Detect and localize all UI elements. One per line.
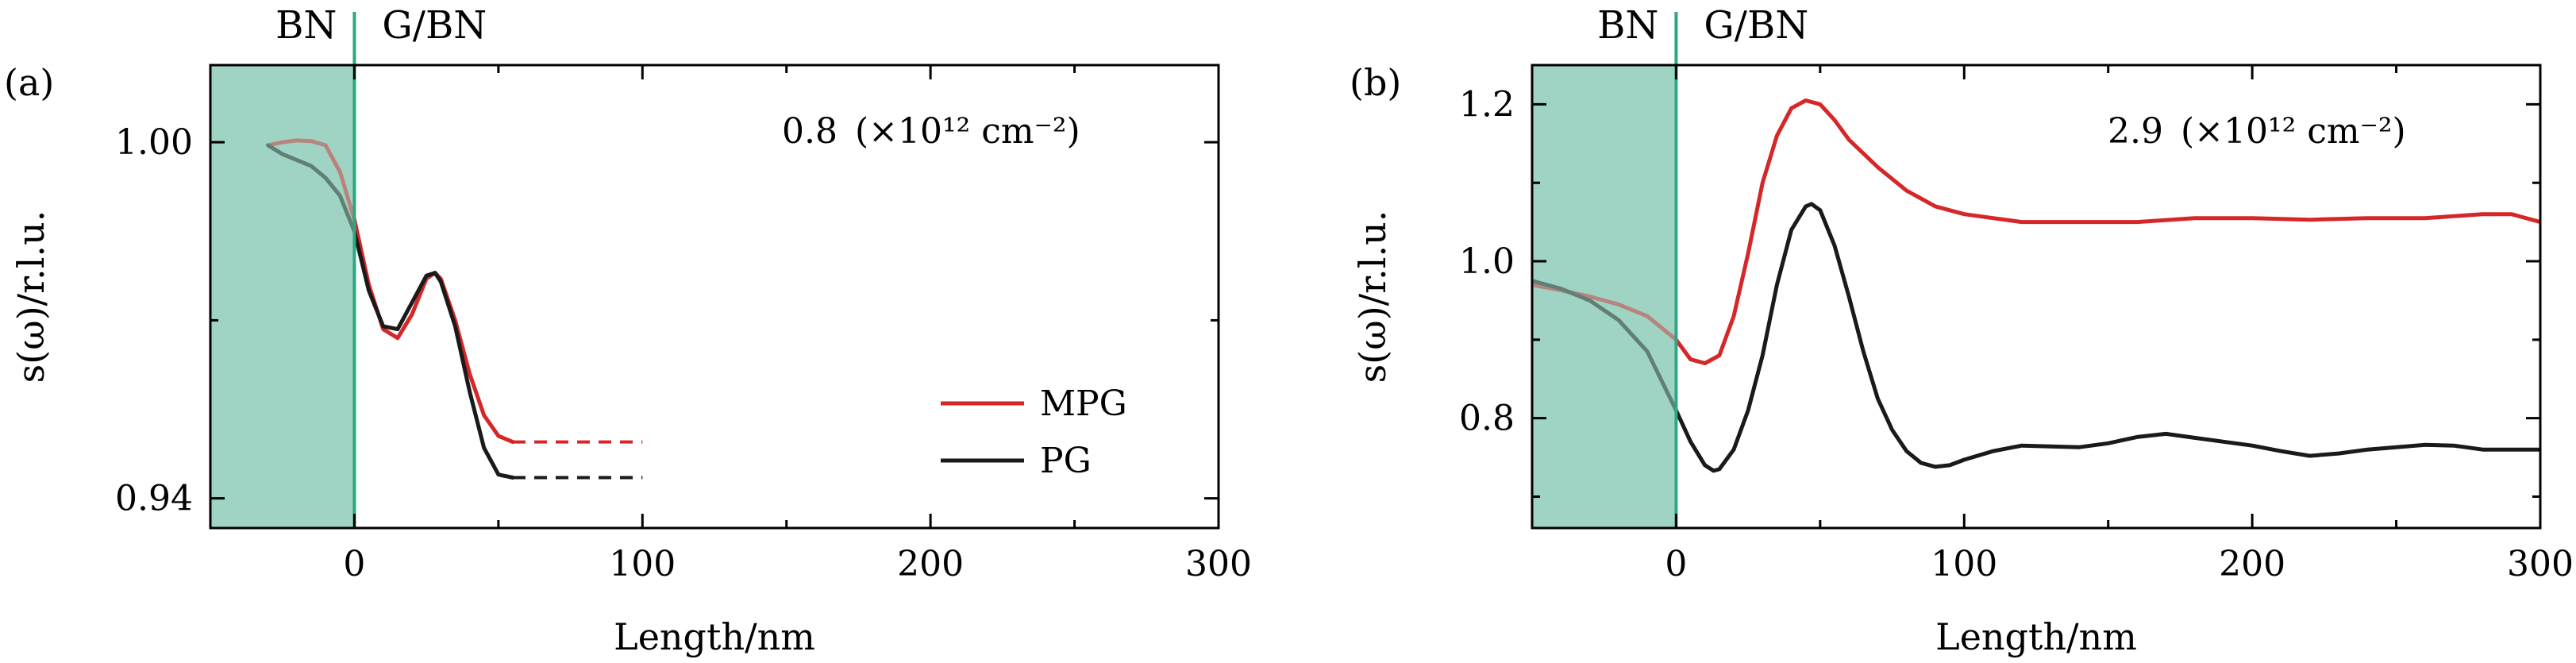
y-tick-label: 0.94: [115, 479, 193, 519]
x-tick-label: 300: [1185, 544, 1252, 584]
panel-b: BN G/BN 0 100 200 300 0.8 1.0 1.2 Length/nm s(ω)/r…: [1350, 3, 2574, 658]
x-tick-label: 100: [609, 544, 676, 584]
density-value: 2.9: [2108, 111, 2163, 152]
panel-label: (b): [1350, 61, 1401, 104]
panel-a: BN G/BN 0 100 200 300 0.94 1.00 Length/nm s(ω)/r.…: [4, 3, 1252, 658]
y-tick-label: 0.8: [1459, 399, 1515, 439]
plot-frame: [1531, 64, 2542, 530]
plot-area: [1532, 98, 2540, 473]
region-label-bn: BN: [275, 3, 337, 48]
density-value: 0.8: [782, 111, 837, 152]
y-tick-label: 1.0: [1459, 241, 1515, 282]
x-tick-label: 300: [2507, 544, 2574, 584]
legend-label-pg: PG: [1040, 441, 1092, 481]
density-annotation: 0.8 (×10¹² cm⁻²): [782, 111, 1080, 152]
legend-label-mpg: MPG: [1040, 384, 1127, 424]
x-axis-title: Length/nm: [614, 615, 815, 658]
x-tick-label: 200: [2219, 544, 2285, 584]
bn-region-overlay: [1532, 65, 1677, 528]
region-label-bn: BN: [1597, 3, 1658, 48]
x-tick-label: 200: [897, 544, 964, 584]
series-line-pg: [1532, 202, 2540, 473]
series-line-mpg: [1532, 98, 2540, 365]
region-label-gbn: G/BN: [382, 3, 487, 48]
x-tick-label: 0: [343, 544, 365, 584]
x-tick-label: 100: [1931, 544, 1997, 584]
plot-frame: [209, 64, 1220, 530]
y-tick-label: 1.00: [115, 122, 193, 163]
density-unit: (×10¹² cm⁻²): [2181, 111, 2406, 152]
panel-label: (a): [4, 61, 54, 104]
density-unit: (×10¹² cm⁻²): [855, 111, 1080, 152]
x-tick-label: 0: [1665, 544, 1687, 584]
y-tick-label: 1.2: [1459, 84, 1515, 125]
region-label-gbn: G/BN: [1704, 3, 1808, 48]
density-annotation: 2.9 (×10¹² cm⁻²): [2108, 111, 2406, 152]
y-axis-title: s(ω)/r.l.u.: [1351, 210, 1394, 384]
bn-region-overlay: [210, 65, 355, 528]
y-axis-title: s(ω)/r.l.u.: [10, 210, 52, 384]
x-axis-title: Length/nm: [1935, 615, 2137, 658]
